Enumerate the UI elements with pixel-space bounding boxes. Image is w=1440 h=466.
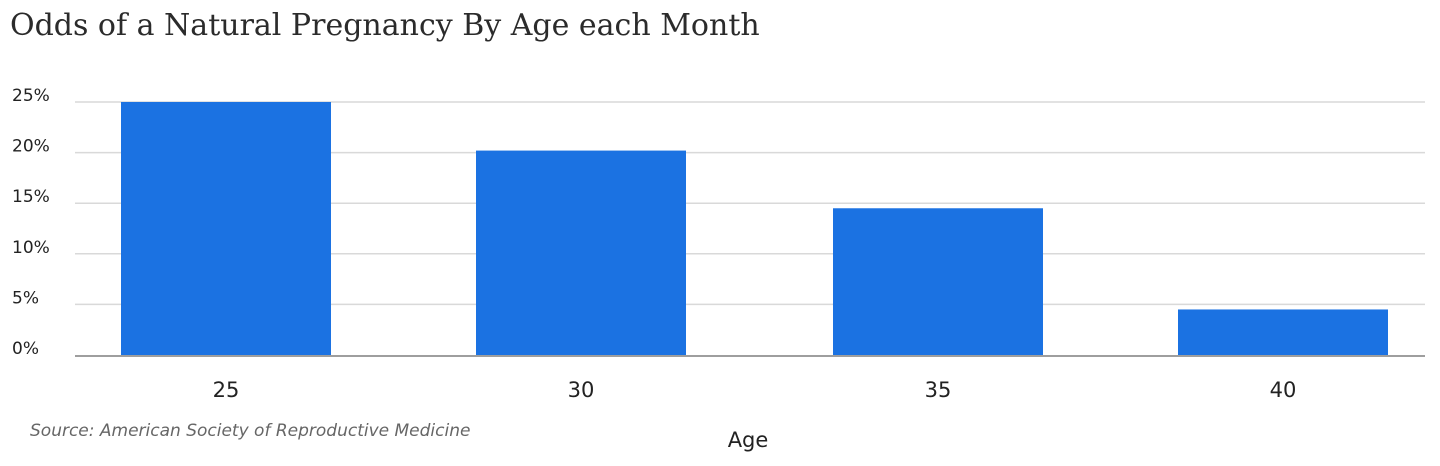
x-tick-label: 40 (1270, 378, 1297, 402)
x-tick-label: 30 (568, 378, 595, 402)
x-tick-label: 25 (213, 378, 240, 402)
x-axis-title: Age (728, 428, 769, 452)
bar (1178, 309, 1388, 355)
x-tick-label: 35 (925, 378, 952, 402)
bar (121, 102, 331, 355)
x-axis-ticks: 25 30 35 40 (213, 378, 1297, 402)
bar (476, 150, 686, 355)
bar (833, 208, 1043, 355)
y-axis-ticks: 0% 5% 10% 15% 20% 25% (12, 86, 50, 359)
y-tick-label: 15% (12, 187, 50, 207)
y-tick-label: 10% (12, 238, 50, 258)
source-note: Source: American Society of Reproductive… (30, 421, 471, 441)
y-tick-label: 20% (12, 137, 50, 157)
chart-title: Odds of a Natural Pregnancy By Age each … (10, 8, 760, 43)
y-tick-label: 5% (12, 288, 39, 308)
y-tick-label: 0% (12, 339, 39, 359)
y-tick-label: 25% (12, 86, 50, 106)
bars (121, 102, 1388, 355)
